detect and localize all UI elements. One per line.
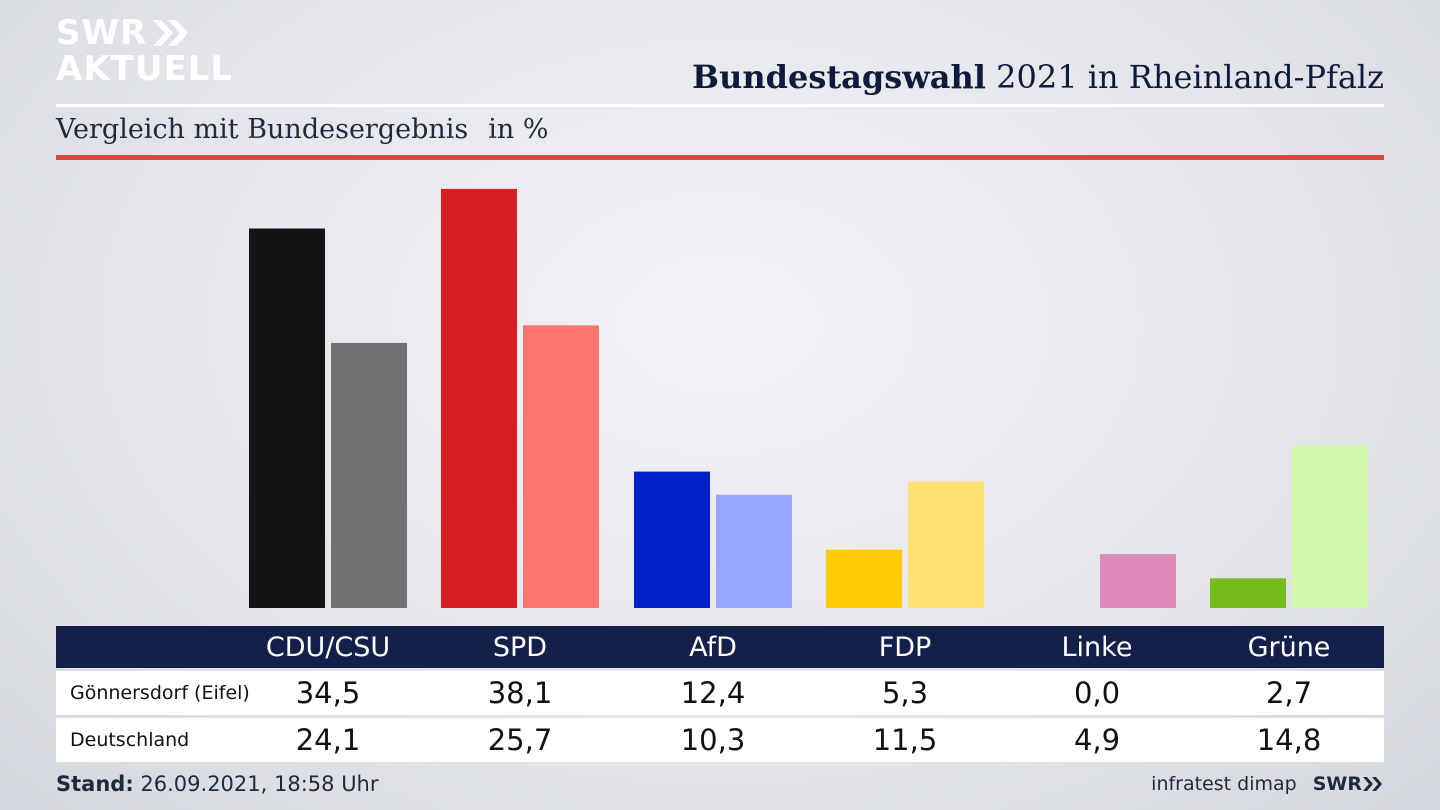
double-chevron-icon bbox=[153, 20, 189, 46]
bar-spd-local bbox=[441, 188, 517, 608]
bar-afd-local bbox=[634, 471, 710, 608]
bar-chart bbox=[249, 188, 1368, 608]
column-header: CDU/CSU bbox=[265, 631, 391, 663]
bar-spd-national bbox=[523, 325, 599, 608]
header-divider bbox=[56, 104, 1384, 107]
value-cell: 38,1 bbox=[487, 676, 553, 710]
swr-aktuell-logo: SWR AKTUELL bbox=[56, 16, 233, 86]
value-cell: 14,8 bbox=[1256, 723, 1322, 757]
bar-fdp-local bbox=[826, 549, 902, 608]
subtitle-unit: in % bbox=[488, 114, 549, 145]
value-cell: 34,5 bbox=[295, 676, 361, 710]
table-header: CDU/CSU SPD AfD FDP Linke Grüne bbox=[56, 626, 1384, 668]
column-header: Linke bbox=[1061, 631, 1133, 663]
logo-line-1: SWR bbox=[56, 13, 148, 53]
swr-brand-text: SWR bbox=[1312, 773, 1362, 795]
column-header: SPD bbox=[492, 631, 548, 663]
value-cell: 24,1 bbox=[295, 723, 361, 757]
double-chevron-icon bbox=[1363, 777, 1382, 791]
bar-linke-national bbox=[1100, 554, 1176, 608]
source-text: infratest dimap bbox=[1151, 773, 1297, 795]
bar-fdp-national bbox=[908, 481, 984, 608]
bar-gr-ne-national bbox=[1292, 445, 1368, 608]
title-rest: 2021 in Rheinland-Pfalz bbox=[996, 58, 1384, 96]
value-cell: 11,5 bbox=[872, 723, 938, 757]
value-cell: 2,7 bbox=[1265, 676, 1313, 710]
column-header: Grüne bbox=[1247, 631, 1331, 663]
logo-line-2: AKTUELL bbox=[56, 49, 234, 89]
value-cell: 4,9 bbox=[1073, 723, 1121, 757]
row-label: Deutschland bbox=[70, 729, 190, 751]
title-bold: Bundestagswahl bbox=[692, 58, 986, 96]
value-cell: 12,4 bbox=[680, 676, 746, 710]
accent-divider bbox=[56, 155, 1384, 160]
value-cell: 0,0 bbox=[1073, 676, 1121, 710]
column-header: FDP bbox=[878, 631, 932, 663]
bar-gr-ne-local bbox=[1210, 578, 1286, 608]
value-cell: 5,3 bbox=[881, 676, 929, 710]
results-table: CDU/CSU SPD AfD FDP Linke Grüne Gönnersdorf (… bbox=[56, 626, 1384, 762]
table-row: Deutschland 24,1 25,7 10,3 11,5 4,9 14,8 bbox=[56, 718, 1384, 762]
source-credit: infratest dimap SWR bbox=[1151, 773, 1384, 795]
page-title: Bundestagswahl 2021 in Rheinland-Pfalz bbox=[692, 58, 1384, 96]
chart-subtitle: Vergleich mit Bundesergebnis in % bbox=[56, 114, 549, 145]
bar-afd-national bbox=[716, 494, 792, 608]
swr-brand: SWR bbox=[1313, 773, 1384, 795]
table-row: Gönnersdorf (Eifel) 34,5 38,1 12,4 5,3 0,0 2,… bbox=[56, 671, 1384, 715]
stand-label: Stand: bbox=[56, 772, 134, 796]
value-cell: 25,7 bbox=[487, 723, 553, 757]
stand-value: 26.09.2021, 18:58 Uhr bbox=[140, 772, 379, 796]
bar-cdu-csu-local bbox=[249, 228, 325, 608]
column-header: AfD bbox=[689, 631, 737, 663]
value-cell: 10,3 bbox=[680, 723, 746, 757]
row-label: Gönnersdorf (Eifel) bbox=[70, 682, 250, 704]
subtitle-text: Vergleich mit Bundesergebnis bbox=[56, 114, 469, 145]
bar-cdu-csu-national bbox=[331, 342, 407, 608]
timestamp: Stand: 26.09.2021, 18:58 Uhr bbox=[56, 772, 379, 796]
